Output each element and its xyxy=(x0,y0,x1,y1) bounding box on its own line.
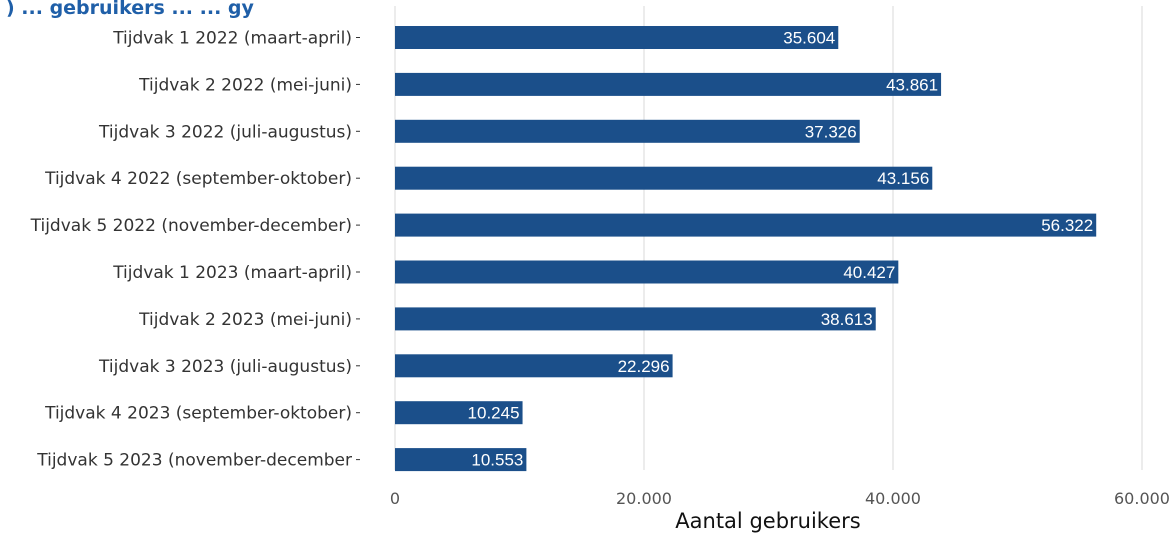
category-label: Tijdvak 1 2023 (maart-april) xyxy=(112,263,352,283)
x-tick-label: 0 xyxy=(390,489,400,508)
data-label: 10.245 xyxy=(468,404,520,423)
category-label: Tijdvak 3 2022 (juli-augustus) xyxy=(98,122,352,142)
bar xyxy=(395,307,876,331)
bars: 35.604 43.861 37.326 43.156 56.322 40.427 38.6… xyxy=(395,26,1097,472)
category-label: Tijdvak 2 2022 (mei-juni) xyxy=(138,75,352,95)
x-tick-label: 40.000 xyxy=(865,489,921,508)
category-label: Tijdvak 5 2023 (november-december xyxy=(36,451,352,471)
bar xyxy=(395,72,942,96)
x-axis-ticks: 0 20.000 40.000 60.000 xyxy=(390,489,1170,508)
data-label: 22.296 xyxy=(618,357,670,376)
chart-title: ) ... gebruikers ... ... gy xyxy=(6,0,255,19)
bar xyxy=(395,119,860,143)
bar xyxy=(395,448,527,472)
data-label: 37.326 xyxy=(805,122,857,141)
data-label: 43.156 xyxy=(877,169,929,188)
data-label: 43.861 xyxy=(886,75,938,94)
category-label: Tijdvak 3 2023 (juli-augustus) xyxy=(98,357,352,377)
category-label: Tijdvak 5 2022 (november-december) xyxy=(30,216,352,236)
bar xyxy=(395,401,523,425)
data-label: 40.427 xyxy=(843,263,895,282)
category-label: Tijdvak 2 2023 (mei-juni) xyxy=(138,310,352,330)
bar xyxy=(395,260,899,284)
category-label: Tijdvak 1 2022 (maart-april) xyxy=(112,29,352,49)
bar xyxy=(395,26,839,49)
category-labels: Tijdvak 1 2022 (maart-april) Tijdvak 2 20… xyxy=(30,29,360,471)
category-label: Tijdvak 4 2023 (september-oktober) xyxy=(44,404,352,424)
x-tick-label: 20.000 xyxy=(616,489,672,508)
bar xyxy=(395,166,933,190)
bar xyxy=(395,354,673,378)
bar xyxy=(395,213,1097,237)
data-label: 38.613 xyxy=(821,310,873,329)
x-axis-title: Aantal gebruikers xyxy=(675,509,860,533)
data-label: 35.604 xyxy=(783,29,835,48)
data-label: 56.322 xyxy=(1041,216,1093,235)
data-label: 10.553 xyxy=(471,451,523,470)
x-tick-label: 60.000 xyxy=(1114,489,1170,508)
category-label: Tijdvak 4 2022 (september-oktober) xyxy=(44,169,352,189)
